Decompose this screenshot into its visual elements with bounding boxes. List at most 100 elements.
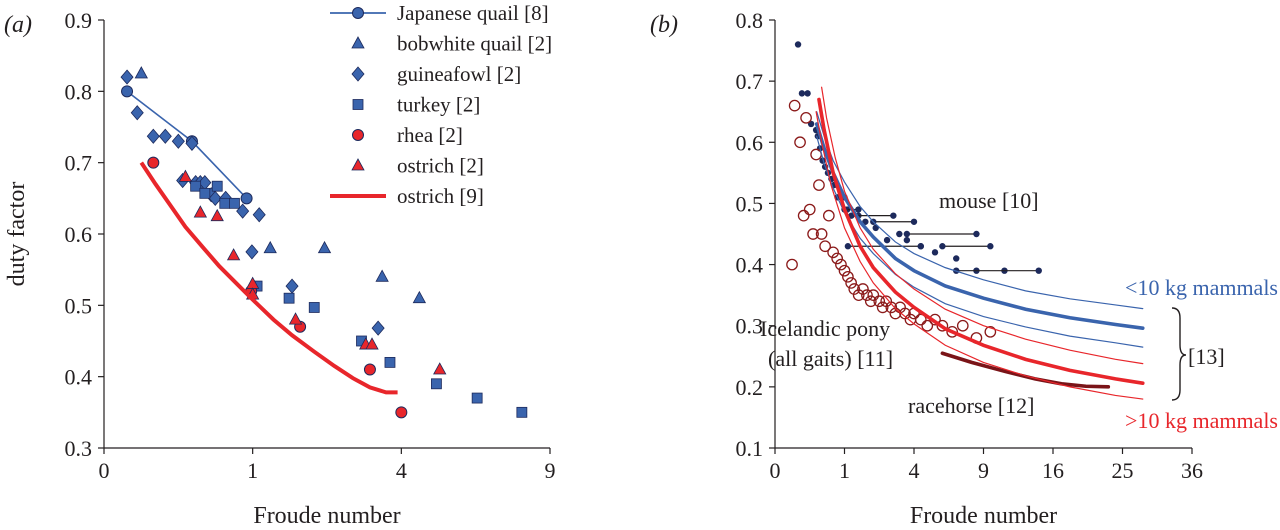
data-point xyxy=(903,236,911,244)
annotation-icelandic-pony: Icelandic pony xyxy=(760,316,890,341)
data-point xyxy=(178,169,193,182)
data-point xyxy=(794,41,802,48)
y-tick-label: 0.9 xyxy=(65,8,93,33)
legend-label: ostrich [9] xyxy=(397,184,484,208)
curve-line xyxy=(815,111,1144,400)
data-point xyxy=(158,128,172,144)
y-tick-label: 0.5 xyxy=(736,191,764,216)
data-point xyxy=(431,378,442,390)
legend: Japanese quail [8] bobwhite quail [2] guin… xyxy=(330,1,552,208)
series-racehorse-12 xyxy=(940,351,1111,389)
x-tick-label: 36 xyxy=(1181,458,1203,483)
annotation-mouse-10: mouse [10] xyxy=(939,188,1039,213)
legend-item-guineafowl-2: guineafowl [2] xyxy=(351,62,521,86)
data-point xyxy=(375,269,389,282)
data-point xyxy=(831,252,844,265)
data-point xyxy=(516,406,528,418)
data-point xyxy=(363,363,376,376)
series-icelandic-pony-all-gaits-11 xyxy=(786,99,997,344)
curve-line xyxy=(816,111,1144,310)
x-axis-title: Froude number xyxy=(910,503,1057,529)
y-tick-label: 0.4 xyxy=(736,253,764,278)
series-ostrich-2 xyxy=(178,169,447,375)
data-point xyxy=(798,90,806,97)
y-tick-label: 0.8 xyxy=(65,79,93,104)
legend-label: Japanese quail [8] xyxy=(397,1,549,25)
y-tick-label: 0.7 xyxy=(736,69,764,94)
series-ostrich-9 xyxy=(139,161,398,395)
y-axis-title: duty factor xyxy=(4,182,30,287)
series-10-kg-mammals-upper xyxy=(816,111,1144,310)
data-point xyxy=(245,244,259,260)
data-point xyxy=(800,111,812,124)
data-point xyxy=(121,85,134,98)
legend-label: ostrich [2] xyxy=(397,154,484,178)
data-point xyxy=(285,278,299,294)
data-point xyxy=(857,283,869,295)
x-tick-label: 1 xyxy=(247,458,258,483)
annotation-13: [13] xyxy=(1188,344,1225,369)
data-point xyxy=(797,209,810,222)
data-point xyxy=(208,190,222,206)
x-tick-label: 4 xyxy=(909,458,920,483)
legend-item-ostrich-9: ostrich [9] xyxy=(330,184,484,208)
data-point xyxy=(146,128,160,144)
x-tick-label: 0 xyxy=(99,458,110,483)
annotation-all-gaits-11: (all gaits) [11] xyxy=(768,346,893,371)
data-point xyxy=(211,180,223,192)
data-point xyxy=(953,255,960,262)
data-point xyxy=(317,240,332,254)
data-point xyxy=(120,69,134,85)
x-tick-label: 9 xyxy=(978,458,989,483)
data-point xyxy=(210,208,224,222)
data-point xyxy=(190,180,202,192)
data-point xyxy=(134,66,148,79)
y-tick-label: 0.8 xyxy=(736,8,764,33)
data-point xyxy=(807,228,819,240)
data-point xyxy=(956,319,969,332)
data-point xyxy=(371,320,385,336)
legend-label: rhea [2] xyxy=(397,123,463,147)
data-point xyxy=(827,246,839,259)
series-10-kg-mammals xyxy=(817,97,1145,385)
y-tick-label: 0.6 xyxy=(65,222,93,247)
data-point xyxy=(384,356,396,368)
legend-label: bobwhite quail [2] xyxy=(397,32,552,56)
legend-item-ostrich-2: ostrich [2] xyxy=(351,154,484,178)
data-point xyxy=(412,290,427,304)
legend-item-turkey-2: turkey [2] xyxy=(352,93,480,117)
data-point xyxy=(848,283,861,295)
mouse-range-start-point xyxy=(903,230,911,238)
data-point xyxy=(946,325,959,338)
y-tick-label: 0.5 xyxy=(65,293,93,318)
data-point xyxy=(861,289,873,301)
data-point xyxy=(883,236,891,244)
data-point xyxy=(931,249,939,256)
data-point xyxy=(199,187,211,199)
y-tick-label: 0.7 xyxy=(65,151,93,176)
legend-marker-swatch xyxy=(352,7,364,19)
panel-a-chart: 0.3 0.4 0.5 0.6 0.7 0.8 0.9 0 1 4 9 Froude number du… xyxy=(4,1,556,529)
mouse-range-end-point xyxy=(910,218,918,225)
data-point xyxy=(365,337,379,350)
data-point xyxy=(308,302,320,313)
series-10-kg-mammals-lower xyxy=(815,111,1144,400)
data-point xyxy=(810,148,822,161)
data-point xyxy=(876,301,889,314)
data-point xyxy=(896,230,903,238)
panel-b-chart: 0.1 0.2 0.3 0.4 0.5 0.6 0.7 0.8 0 1 4 9 16 25 36 Froude… xyxy=(650,8,1278,529)
series-mouse-10-ranges xyxy=(841,206,1042,274)
annotation-10-kg-mammals: >10 kg mammals xyxy=(1125,408,1278,433)
curve-line xyxy=(821,86,1144,365)
data-point xyxy=(819,240,831,253)
x-tick-label: 1 xyxy=(839,458,850,483)
data-point xyxy=(873,295,886,308)
legend-marker-swatch xyxy=(351,158,365,171)
legend-marker-swatch xyxy=(352,99,364,110)
legend-item-japanese-quail-8: Japanese quail [8] xyxy=(330,1,549,25)
x-tick-label: 25 xyxy=(1112,458,1134,483)
curve-line xyxy=(817,97,1145,385)
data-point xyxy=(130,105,144,121)
panel-label: (a) xyxy=(4,12,32,38)
y-tick-label: 0.4 xyxy=(65,365,93,390)
